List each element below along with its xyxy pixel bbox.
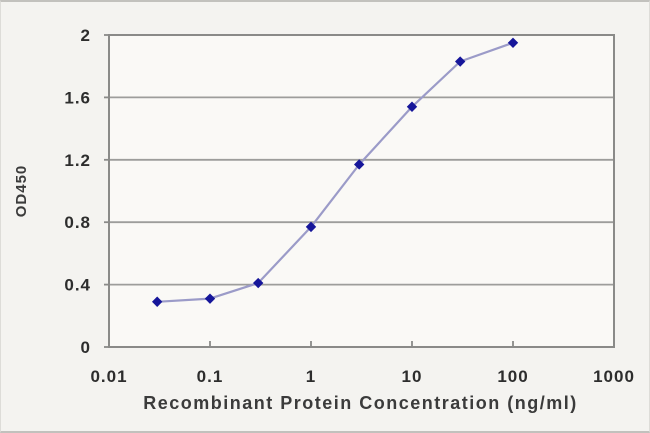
data-point-marker [353,159,365,170]
plot-border [108,34,615,348]
x-tick-label: 0.01 [90,367,127,386]
x-tick-label: 10 [402,367,423,386]
data-point-marker [204,293,216,304]
plot-background [109,35,614,347]
x-tick-label: 100 [497,367,528,386]
x-axis-title: Recombinant Protein Concentration (ng/ml… [143,393,578,413]
x-tick-label: 1 [306,367,316,386]
data-point-marker [252,277,264,289]
y-tick-label: 0.8 [64,213,91,232]
x-tick-label: 1000 [593,367,635,386]
y-tick-label: 0 [81,338,91,357]
data-point-marker [305,221,317,233]
y-tick-label: 1.2 [64,151,91,170]
y-tick-label: 2 [81,26,91,45]
series-line [156,41,515,303]
data-point-marker [406,101,418,112]
data-point-marker [507,37,519,48]
data-point-marker [454,56,466,67]
x-tick-label: 0.1 [197,367,224,386]
y-tick-label: 1.6 [64,88,91,107]
y-tick-label: 0.4 [64,276,91,295]
y-axis-title: OD450 [13,164,30,218]
data-point-marker [151,296,163,307]
